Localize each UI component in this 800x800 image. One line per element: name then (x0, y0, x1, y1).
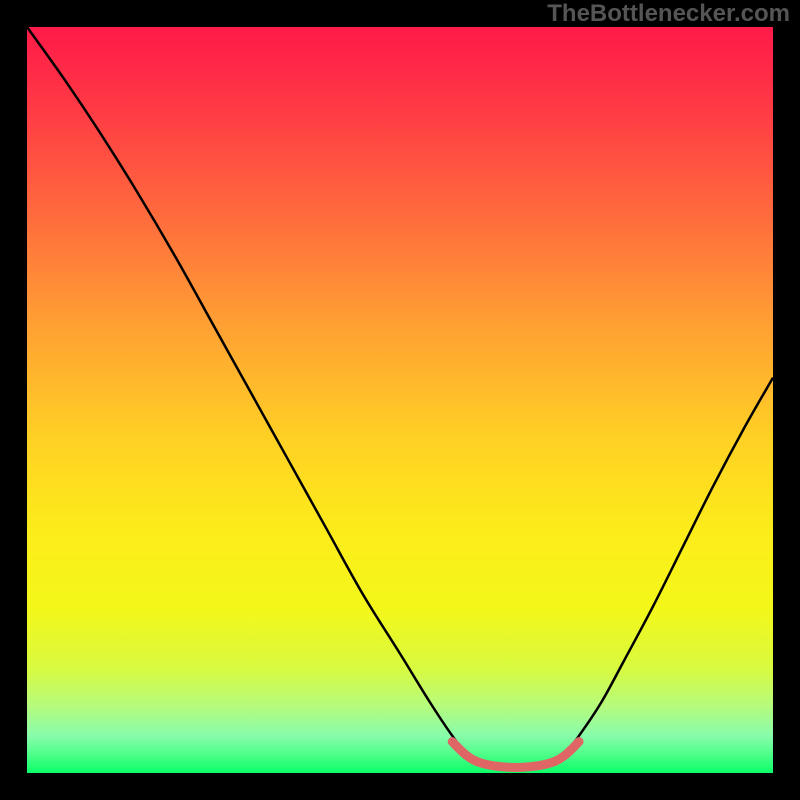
chart-root: TheBottlenecker.com (0, 0, 800, 800)
plot-area (27, 27, 773, 773)
watermark-text: TheBottlenecker.com (547, 0, 790, 28)
bottleneck-curve (27, 27, 773, 770)
flat-segment-highlight (452, 742, 579, 768)
curve-layer (27, 27, 773, 773)
